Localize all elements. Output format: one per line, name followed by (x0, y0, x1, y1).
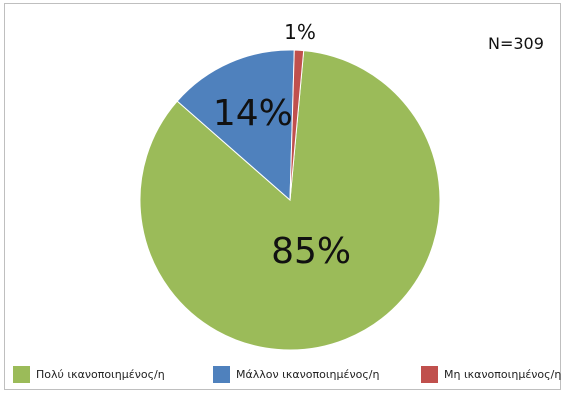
data-label-not-satisfied: 1% (284, 20, 316, 44)
data-label-very-satisfied: 85% (271, 231, 351, 272)
legend-swatch-rather-satisfied (213, 366, 230, 383)
legend-item-not-satisfied: Μη ικανοποιημένος/η (421, 366, 561, 383)
pie-slices (139, 49, 441, 351)
data-label-rather-satisfied: 14% (213, 93, 293, 134)
legend-swatch-not-satisfied (421, 366, 438, 383)
pie-slice-rather-satisfied (176, 49, 295, 202)
sample-size-label: N=309 (488, 34, 544, 53)
legend-label-very-satisfied: Πολύ ικανοποιημένος/η (36, 368, 165, 381)
legend-label-rather-satisfied: Μάλλον ικανοποιημένος/η (236, 368, 380, 381)
legend-item-very-satisfied: Πολύ ικανοποιημένος/η (13, 366, 165, 383)
legend-swatch-very-satisfied (13, 366, 30, 383)
pie-slice-not-satisfied (289, 49, 305, 201)
legend-item-rather-satisfied: Μάλλον ικανοποιημένος/η (213, 366, 379, 383)
legend-label-not-satisfied: Μη ικανοποιημένος/η (444, 368, 562, 381)
chart-legend: Πολύ ικανοποιημένος/η Μάλλον ικανοποιημέ… (8, 366, 561, 386)
pie-data-labels: 85% 14% 1% (213, 20, 351, 272)
